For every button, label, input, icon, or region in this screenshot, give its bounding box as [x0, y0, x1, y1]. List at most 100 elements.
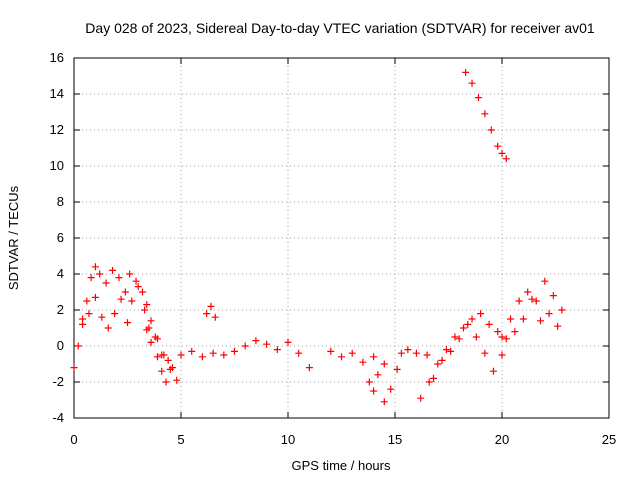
- data-point: [98, 313, 106, 321]
- data-point: [295, 349, 303, 357]
- data-point: [468, 315, 476, 323]
- data-point: [203, 310, 211, 318]
- data-point: [511, 328, 519, 336]
- data-point: [83, 297, 91, 305]
- data-point: [430, 374, 438, 382]
- data-point: [528, 295, 536, 303]
- data-point: [477, 310, 485, 318]
- data-point: [173, 376, 181, 384]
- data-point: [91, 293, 99, 301]
- data-point: [141, 306, 149, 314]
- data-point: [425, 378, 433, 386]
- data-point: [220, 351, 228, 359]
- data-point: [126, 270, 134, 278]
- data-point: [158, 367, 166, 375]
- data-point: [147, 317, 155, 325]
- data-point: [468, 79, 476, 87]
- data-point: [417, 394, 425, 402]
- data-point: [138, 288, 146, 296]
- data-point: [412, 349, 420, 357]
- data-point: [143, 326, 151, 334]
- data-point: [153, 353, 161, 361]
- data-point: [498, 149, 506, 157]
- y-tick-label: 12: [50, 122, 64, 137]
- data-point: [128, 297, 136, 305]
- data-point: [164, 356, 172, 364]
- data-points: [70, 68, 566, 406]
- data-point: [380, 360, 388, 368]
- data-point: [85, 310, 93, 318]
- data-point: [74, 342, 82, 350]
- data-point: [447, 347, 455, 355]
- y-tick-label: 14: [50, 86, 64, 101]
- data-point: [494, 328, 502, 336]
- data-point: [549, 292, 557, 300]
- y-tick-label: -4: [52, 410, 64, 425]
- x-tick-label: 10: [281, 432, 295, 447]
- y-tick-label: 10: [50, 158, 64, 173]
- data-point: [211, 313, 219, 321]
- data-point: [207, 302, 215, 310]
- data-point: [455, 335, 463, 343]
- data-point: [96, 270, 104, 278]
- data-point: [166, 365, 174, 373]
- axis-ticks: 0 5 10 15 20 25 -4 -2 0 2 4 6 8 10 12 14 16: [50, 50, 617, 447]
- y-tick-label: 4: [57, 266, 64, 281]
- data-point: [472, 333, 480, 341]
- x-tick-label: 15: [388, 432, 402, 447]
- data-point: [115, 274, 123, 282]
- data-point: [273, 346, 281, 354]
- data-point: [87, 274, 95, 282]
- data-point: [231, 347, 238, 355]
- data-point: [241, 342, 249, 350]
- data-point: [438, 356, 446, 364]
- x-tick-label: 0: [70, 432, 77, 447]
- data-point: [359, 358, 367, 366]
- data-point: [263, 340, 271, 348]
- data-point: [474, 94, 482, 102]
- data-point: [464, 320, 472, 328]
- y-tick-label: 0: [57, 338, 64, 353]
- data-point: [374, 371, 382, 379]
- data-point: [121, 288, 129, 296]
- data-point: [558, 306, 566, 314]
- data-point: [327, 347, 335, 355]
- data-point: [365, 378, 373, 386]
- data-point: [489, 367, 497, 375]
- data-point: [404, 346, 412, 354]
- data-point: [162, 378, 170, 386]
- x-tick-label: 5: [177, 432, 184, 447]
- data-point: [519, 315, 527, 323]
- data-point: [70, 364, 78, 372]
- data-point: [124, 319, 131, 327]
- data-point: [338, 353, 345, 361]
- data-point: [102, 279, 110, 287]
- data-point: [143, 301, 151, 309]
- y-tick-label: 6: [57, 230, 64, 245]
- data-point: [153, 335, 161, 343]
- data-point: [104, 324, 112, 332]
- data-point: [387, 385, 395, 393]
- data-point: [554, 322, 562, 330]
- data-point: [188, 347, 196, 355]
- data-point: [502, 155, 510, 163]
- data-point: [532, 297, 540, 305]
- data-point: [109, 266, 117, 274]
- data-point: [370, 387, 378, 395]
- data-point: [198, 353, 206, 361]
- data-point: [91, 263, 99, 271]
- data-point: [541, 277, 549, 285]
- data-point: [348, 349, 356, 357]
- data-point: [494, 142, 502, 150]
- data-point: [498, 351, 506, 359]
- data-point: [485, 320, 493, 328]
- data-point: [117, 295, 125, 303]
- data-point: [134, 283, 142, 291]
- data-point: [370, 353, 378, 361]
- data-point: [487, 126, 495, 134]
- data-point: [451, 333, 459, 341]
- data-point: [507, 315, 515, 323]
- data-point: [147, 338, 155, 346]
- data-point: [515, 297, 523, 305]
